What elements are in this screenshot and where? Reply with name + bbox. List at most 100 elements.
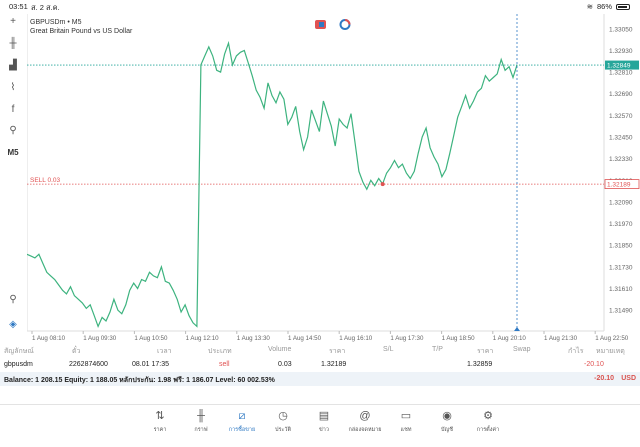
col-sl[interactable]: S/L	[383, 346, 394, 353]
y-tick-label: 1.32330	[609, 156, 633, 163]
row-symbol: gbpusdm	[4, 361, 33, 368]
x-tick-label: 1 Aug 17:30	[390, 335, 424, 342]
x-tick-label: 1 Aug 21:30	[544, 335, 578, 342]
nav-settings[interactable]: ⚙ การตั้งค่า	[468, 409, 508, 434]
col-price[interactable]: ราคา	[329, 348, 346, 355]
mail-icon: @	[359, 410, 371, 422]
y-tick-label: 1.32930	[609, 48, 633, 55]
price-chart[interactable]: GBPUSDm • M5 Great Britain Pound vs US D…	[27, 14, 640, 344]
col-time[interactable]: เวลา	[157, 348, 172, 355]
nav-divider	[0, 404, 640, 405]
col-profit[interactable]: กำไร	[568, 348, 584, 355]
nav-quotes[interactable]: ⇅ ราคา	[140, 409, 180, 434]
y-tick-label: 1.32810	[609, 70, 633, 77]
timeframe-m5[interactable]: M5	[7, 148, 19, 157]
col-ticket[interactable]: ตั๋ว	[72, 348, 81, 355]
nav-label: ประวัติ	[274, 427, 292, 433]
nav-chat[interactable]: ▭ แชท	[386, 409, 426, 434]
x-tick-label: 1 Aug 22:50	[595, 335, 629, 342]
nav-trade[interactable]: ⧄ การซื้อขาย	[222, 409, 262, 434]
current-price-badge: 1.32849	[605, 60, 639, 70]
x-tick-label: 1 Aug 09:30	[83, 335, 117, 342]
nav-label: กราฟ	[194, 427, 208, 433]
chart-description: Great Britain Pound vs US Dollar	[30, 28, 133, 35]
status-time: 03:51	[9, 2, 28, 11]
nav-mailbox[interactable]: @ กล่องจดหมาย	[345, 409, 385, 434]
y-tick-label: 1.32690	[609, 91, 633, 98]
x-tick-label: 1 Aug 08:10	[32, 335, 66, 342]
chart-symbol: GBPUSDm • M5	[30, 19, 82, 26]
row-ticket: 2262874600	[69, 361, 108, 368]
col-comment[interactable]: หมายเหตุ	[596, 348, 625, 355]
nav-label: กล่องจดหมาย	[348, 427, 382, 433]
quotes-icon: ⇅	[155, 410, 165, 422]
nav-label: ราคา	[153, 427, 167, 433]
sell-order-label[interactable]: SELL 0.03	[30, 177, 61, 184]
entry-price-value: 1.32189	[607, 181, 631, 188]
x-tick-label: 1 Aug 10:50	[134, 335, 168, 342]
chat-icon: ▭	[400, 410, 412, 422]
col-swap[interactable]: Swap	[513, 346, 531, 353]
nav-label: การตั้งค่า	[476, 427, 500, 433]
nav-history[interactable]: ◷ ประวัติ	[263, 409, 303, 434]
row-profit: -20.10	[584, 361, 604, 368]
current-price-value: 1.32849	[607, 62, 631, 69]
nav-label: บัญชี	[441, 427, 453, 433]
y-tick-label: 1.31490	[609, 308, 633, 315]
crosshair-icon[interactable]: +	[10, 16, 16, 27]
function-icon[interactable]: f	[11, 104, 15, 115]
x-tick-label: 1 Aug 14:50	[288, 335, 322, 342]
objects-icon[interactable]: ⚲	[9, 125, 17, 136]
trend-icon[interactable]: ⌇	[10, 82, 16, 93]
chart-quick-buttons	[315, 19, 351, 30]
col-symbol[interactable]: สัญลักษณ์	[4, 348, 34, 355]
y-tick-label: 1.31730	[609, 264, 633, 271]
row-current-price: 1.32859	[467, 361, 493, 368]
table-header: สัญลักษณ์ ตั๋ว เวลา ประเภท Volume ราคา S…	[0, 344, 640, 356]
entry-price-badge: 1.32189	[604, 179, 640, 189]
depth-icon[interactable]: ◈	[9, 319, 17, 330]
x-tick-label: 1 Aug 18:50	[442, 335, 476, 342]
row-type: sell	[219, 361, 230, 368]
col-volume[interactable]: Volume	[268, 346, 292, 353]
table-row[interactable]: gbpusdm 2262874600 08.01 17:35 sell 0.03…	[0, 359, 640, 371]
y-axis: 1.33050 1.32930 1.32810 1.32690 1.32570 1.324…	[609, 26, 633, 314]
price-series-line	[27, 40, 518, 329]
chart-toolbar: + ╫ ▟ ⌇ f ⚲ M5 ⚲ ◈	[0, 12, 26, 342]
nav-account[interactable]: ◉ บัญชี	[427, 409, 467, 434]
y-tick-label: 1.32450	[609, 135, 633, 142]
indicators-icon[interactable]: ▟	[9, 60, 17, 71]
y-tick-label: 1.33050	[609, 26, 633, 33]
y-tick-label: 1.31970	[609, 221, 633, 228]
search-icon[interactable]: ⚲	[9, 294, 17, 305]
positions-table: สัญลักษณ์ ตั๋ว เวลา ประเภท Volume ราคา S…	[0, 344, 640, 404]
total-profit: -20.10	[594, 375, 614, 382]
status-date: ส. 2 ส.ค.	[31, 3, 60, 12]
y-tick-label: 1.32570	[609, 113, 633, 120]
news-icon: ▤	[318, 410, 330, 422]
col-type[interactable]: ประเภท	[208, 348, 232, 355]
account-icon: ◉	[442, 410, 452, 422]
account-summary: Balance: 1 208.15 Equity: 1 188.05 หลักป…	[0, 372, 640, 386]
crosshair-marker[interactable]	[514, 327, 520, 331]
history-icon: ◷	[278, 410, 288, 422]
candles-icon[interactable]: ╫	[9, 38, 17, 49]
trade-icon: ⧄	[238, 410, 246, 422]
bottom-nav: ⇅ ราคา ╫ กราฟ ⧄ การซื้อขาย ◷ ประวัติ ▤ ข่าว @…	[140, 405, 510, 447]
x-tick-label: 1 Aug 13:30	[237, 335, 271, 342]
chart-canvas[interactable]: GBPUSDm • M5 Great Britain Pound vs US D…	[27, 14, 640, 344]
settings-icon: ⚙	[483, 410, 493, 422]
account-currency: USD	[621, 375, 636, 382]
nav-news[interactable]: ▤ ข่าว	[304, 409, 344, 434]
nav-charts[interactable]: ╫ กราฟ	[181, 409, 221, 434]
entry-marker	[380, 182, 385, 187]
battery-icon	[616, 3, 630, 10]
status-bar: 03:51 ส. 2 ส.ค. ≋ 86%	[0, 0, 640, 12]
col-current-price[interactable]: ราคา	[477, 348, 494, 355]
chart-bars-icon: ╫	[197, 410, 205, 422]
nav-label: การซื้อขาย	[228, 427, 256, 433]
row-volume: 0.03	[278, 361, 292, 368]
col-tp[interactable]: T/P	[432, 346, 443, 353]
y-tick-label: 1.31850	[609, 243, 633, 250]
nav-label: แชท	[400, 427, 412, 433]
